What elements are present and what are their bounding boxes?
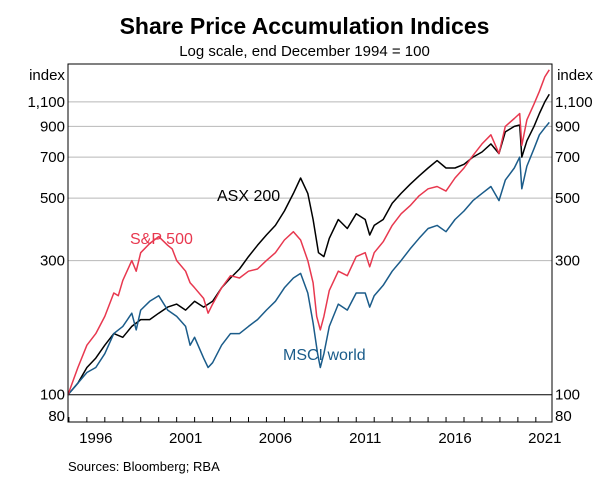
y-tick-label-left: 300	[40, 253, 65, 270]
label-sp500: S&P 500	[130, 231, 193, 248]
y-tick-label-right: 80	[555, 408, 572, 425]
y-tick-label-left: 500	[40, 190, 65, 207]
chart-subtitle: Log scale, end December 1994 = 100	[179, 43, 430, 60]
plot-area-frame	[67, 63, 553, 423]
x-tick-label: 2016	[438, 430, 471, 447]
chart-source: Sources: Bloomberg; RBA	[68, 459, 220, 474]
y-tick-label-right: 1,100	[555, 94, 593, 111]
label-msci-world: MSCI world	[283, 347, 366, 364]
x-tick-label: 2011	[349, 430, 381, 447]
series-asx200	[67, 93, 550, 396]
y-axis-right: 80 100 300 500 700 900 1,100	[555, 94, 593, 425]
y-tick-label-right: 700	[555, 149, 580, 166]
x-axis: 1996 2001 2006 2011 2016 2021	[68, 417, 562, 447]
y-axis-unit-left: index	[29, 67, 65, 84]
series-lines	[67, 69, 550, 396]
y-tick-label-right: 900	[555, 118, 580, 135]
x-tick-label: 2021	[528, 430, 561, 447]
chart-title: Share Price Accumulation Indices	[120, 13, 490, 39]
y-axis-unit-right: index	[557, 67, 593, 84]
y-tick-label-left: 900	[40, 118, 65, 135]
x-tick-label: 2001	[169, 430, 202, 447]
y-tick-label-left: 1,100	[27, 94, 65, 111]
y-axis-left: 80 100 300 500 700 900 1,100	[27, 94, 65, 425]
y-tick-label-left: 100	[40, 387, 65, 404]
series-sp500	[67, 69, 550, 395]
series-msci-world	[67, 121, 550, 396]
y-tick-label-right: 300	[555, 253, 580, 270]
y-tick-label-left: 700	[40, 149, 65, 166]
y-tick-label-left: 80	[48, 408, 65, 425]
y-tick-label-right: 500	[555, 190, 580, 207]
x-tick-label: 2006	[259, 430, 292, 447]
x-tick-label: 1996	[79, 430, 112, 447]
y-tick-label-right: 100	[555, 387, 580, 404]
gridlines	[68, 101, 552, 396]
label-asx200: ASX 200	[217, 188, 280, 205]
